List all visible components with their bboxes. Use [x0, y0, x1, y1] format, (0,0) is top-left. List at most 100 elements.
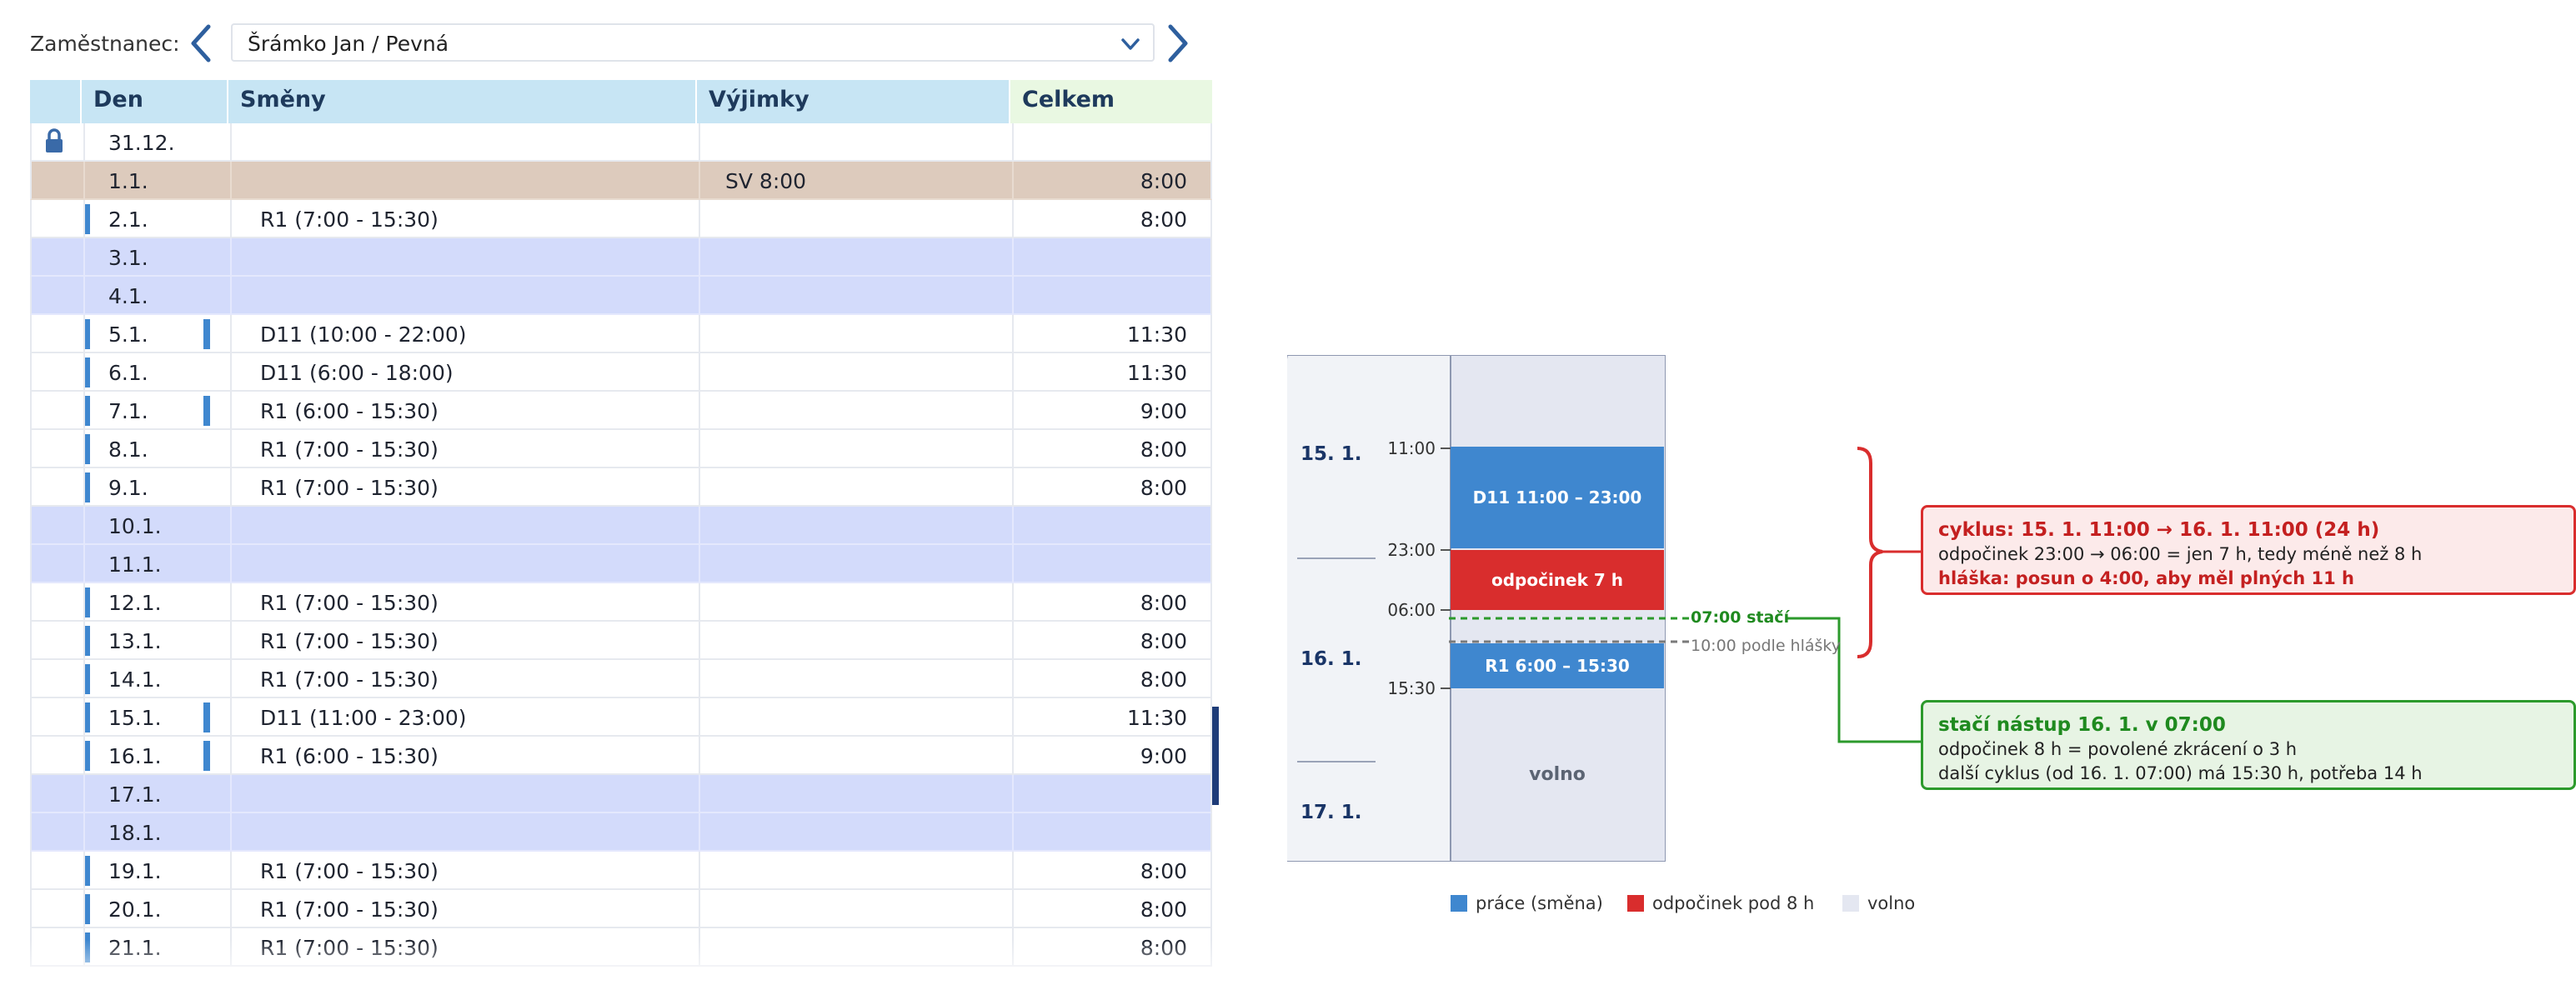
cell-shift[interactable]: R1 (7:00 - 15:30) [230, 890, 699, 927]
cell-exception[interactable] [699, 890, 1012, 927]
cell-shift[interactable]: R1 (7:00 - 15:30) [230, 852, 699, 888]
cell-exception[interactable] [699, 698, 1012, 735]
cell-total[interactable]: 11:30 [1012, 353, 1212, 390]
cell-total[interactable]: 8:00 [1012, 430, 1212, 467]
header-day[interactable]: Den [82, 80, 228, 123]
cell-day[interactable]: 7.1. [83, 392, 230, 428]
cell-day[interactable]: 4.1. [83, 277, 230, 313]
cell-day[interactable]: 5.1. [83, 315, 230, 352]
table-row[interactable]: 17.1. [30, 775, 1212, 813]
cell-total[interactable]: 8:00 [1012, 852, 1212, 888]
cell-total[interactable] [1012, 507, 1212, 543]
cell-day[interactable]: 18.1. [83, 813, 230, 850]
cell-day[interactable]: 12.1. [83, 583, 230, 620]
cell-shift[interactable]: D11 (10:00 - 22:00) [230, 315, 699, 352]
table-row[interactable]: 19.1. R1 (7:00 - 15:30) 8:00 [30, 852, 1212, 890]
cell-shift[interactable]: D11 (6:00 - 18:00) [230, 353, 699, 390]
cell-shift[interactable]: D11 (11:00 - 23:00) [230, 698, 699, 735]
table-row[interactable]: 16.1. R1 (6:00 - 15:30) 9:00 [30, 737, 1212, 775]
cell-total[interactable]: 8:00 [1012, 583, 1212, 620]
cell-day[interactable]: 2.1. [83, 200, 230, 237]
cell-total[interactable] [1012, 277, 1212, 313]
cell-shift[interactable] [230, 507, 699, 543]
cell-exception[interactable] [699, 238, 1012, 275]
cell-shift[interactable]: R1 (7:00 - 15:30) [230, 622, 699, 658]
table-row[interactable]: 20.1. R1 (7:00 - 15:30) 8:00 [30, 890, 1212, 928]
cell-exception[interactable] [699, 353, 1012, 390]
cell-shift[interactable]: R1 (6:00 - 15:30) [230, 737, 699, 773]
table-row[interactable]: 9.1. R1 (7:00 - 15:30) 8:00 [30, 468, 1212, 507]
table-row[interactable]: 6.1. D11 (6:00 - 18:00) 11:30 [30, 353, 1212, 392]
cell-total[interactable] [1012, 813, 1212, 850]
table-row[interactable]: 31.12. [30, 123, 1212, 162]
cell-day[interactable]: 3.1. [83, 238, 230, 275]
cell-exception[interactable] [699, 852, 1012, 888]
cell-shift[interactable] [230, 238, 699, 275]
header-shifts[interactable]: Směny [228, 80, 697, 123]
cell-exception[interactable] [699, 200, 1012, 237]
cell-exception[interactable]: SV 8:00 [699, 162, 1012, 198]
cell-total[interactable]: 8:00 [1012, 468, 1212, 505]
cell-shift[interactable]: R1 (7:00 - 15:30) [230, 468, 699, 505]
cell-shift[interactable] [230, 775, 699, 812]
header-total[interactable]: Celkem [1010, 80, 1212, 123]
cell-shift[interactable]: R1 (7:00 - 15:30) [230, 583, 699, 620]
cell-exception[interactable] [699, 737, 1012, 773]
cell-day[interactable]: 10.1. [83, 507, 230, 543]
cell-total[interactable]: 8:00 [1012, 890, 1212, 927]
cell-day[interactable]: 19.1. [83, 852, 230, 888]
cell-shift[interactable] [230, 162, 699, 198]
cell-shift[interactable]: R1 (7:00 - 15:30) [230, 660, 699, 697]
cell-exception[interactable] [699, 622, 1012, 658]
cell-day[interactable]: 1.1. [83, 162, 230, 198]
cell-shift[interactable]: R1 (6:00 - 15:30) [230, 392, 699, 428]
table-row[interactable]: 13.1. R1 (7:00 - 15:30) 8:00 [30, 622, 1212, 660]
cell-exception[interactable] [699, 775, 1012, 812]
cell-day[interactable]: 8.1. [83, 430, 230, 467]
cell-exception[interactable] [699, 813, 1012, 850]
table-row[interactable]: 15.1. D11 (11:00 - 23:00) 11:30 [30, 698, 1212, 737]
chevron-right-icon[interactable] [1160, 18, 1194, 68]
cell-shift[interactable] [230, 813, 699, 850]
cell-exception[interactable] [699, 545, 1012, 582]
cell-total[interactable]: 11:30 [1012, 698, 1212, 735]
cell-shift[interactable] [230, 277, 699, 313]
cell-total[interactable]: 9:00 [1012, 392, 1212, 428]
cell-day[interactable]: 16.1. [83, 737, 230, 773]
cell-total[interactable] [1012, 238, 1212, 275]
cell-total[interactable] [1012, 775, 1212, 812]
cell-exception[interactable] [699, 315, 1012, 352]
cell-shift[interactable] [230, 123, 699, 160]
cell-day[interactable]: 15.1. [83, 698, 230, 735]
cell-total[interactable]: 8:00 [1012, 622, 1212, 658]
table-row[interactable]: 5.1. D11 (10:00 - 22:00) 11:30 [30, 315, 1212, 353]
cell-total[interactable]: 9:00 [1012, 737, 1212, 773]
cell-exception[interactable] [699, 507, 1012, 543]
cell-shift[interactable] [230, 545, 699, 582]
cell-exception[interactable] [699, 430, 1012, 467]
cell-exception[interactable] [699, 583, 1012, 620]
cell-day[interactable]: 20.1. [83, 890, 230, 927]
cell-exception[interactable] [699, 392, 1012, 428]
cell-total[interactable]: 11:30 [1012, 315, 1212, 352]
table-row[interactable]: 3.1. [30, 238, 1212, 277]
cell-exception[interactable] [699, 123, 1012, 160]
cell-total[interactable] [1012, 123, 1212, 160]
cell-shift[interactable]: R1 (7:00 - 15:30) [230, 200, 699, 237]
table-row[interactable]: 7.1. R1 (6:00 - 15:30) 9:00 [30, 392, 1212, 430]
table-row[interactable]: 14.1. R1 (7:00 - 15:30) 8:00 [30, 660, 1212, 698]
table-row[interactable]: 12.1. R1 (7:00 - 15:30) 8:00 [30, 583, 1212, 622]
cell-day[interactable]: 14.1. [83, 660, 230, 697]
cell-shift[interactable]: R1 (7:00 - 15:30) [230, 430, 699, 467]
cell-day[interactable]: 17.1. [83, 775, 230, 812]
employee-select[interactable]: Šrámko Jan / Pevná [231, 23, 1155, 62]
header-exceptions[interactable]: Výjimky [697, 80, 1010, 123]
table-row[interactable]: 8.1. R1 (7:00 - 15:30) 8:00 [30, 430, 1212, 468]
cell-day[interactable]: 31.12. [83, 123, 230, 160]
table-row[interactable]: 1.1. SV 8:00 8:00 [30, 162, 1212, 200]
cell-day[interactable]: 9.1. [83, 468, 230, 505]
table-row[interactable]: 11.1. [30, 545, 1212, 583]
cell-exception[interactable] [699, 468, 1012, 505]
cell-day[interactable]: 6.1. [83, 353, 230, 390]
cell-total[interactable] [1012, 545, 1212, 582]
